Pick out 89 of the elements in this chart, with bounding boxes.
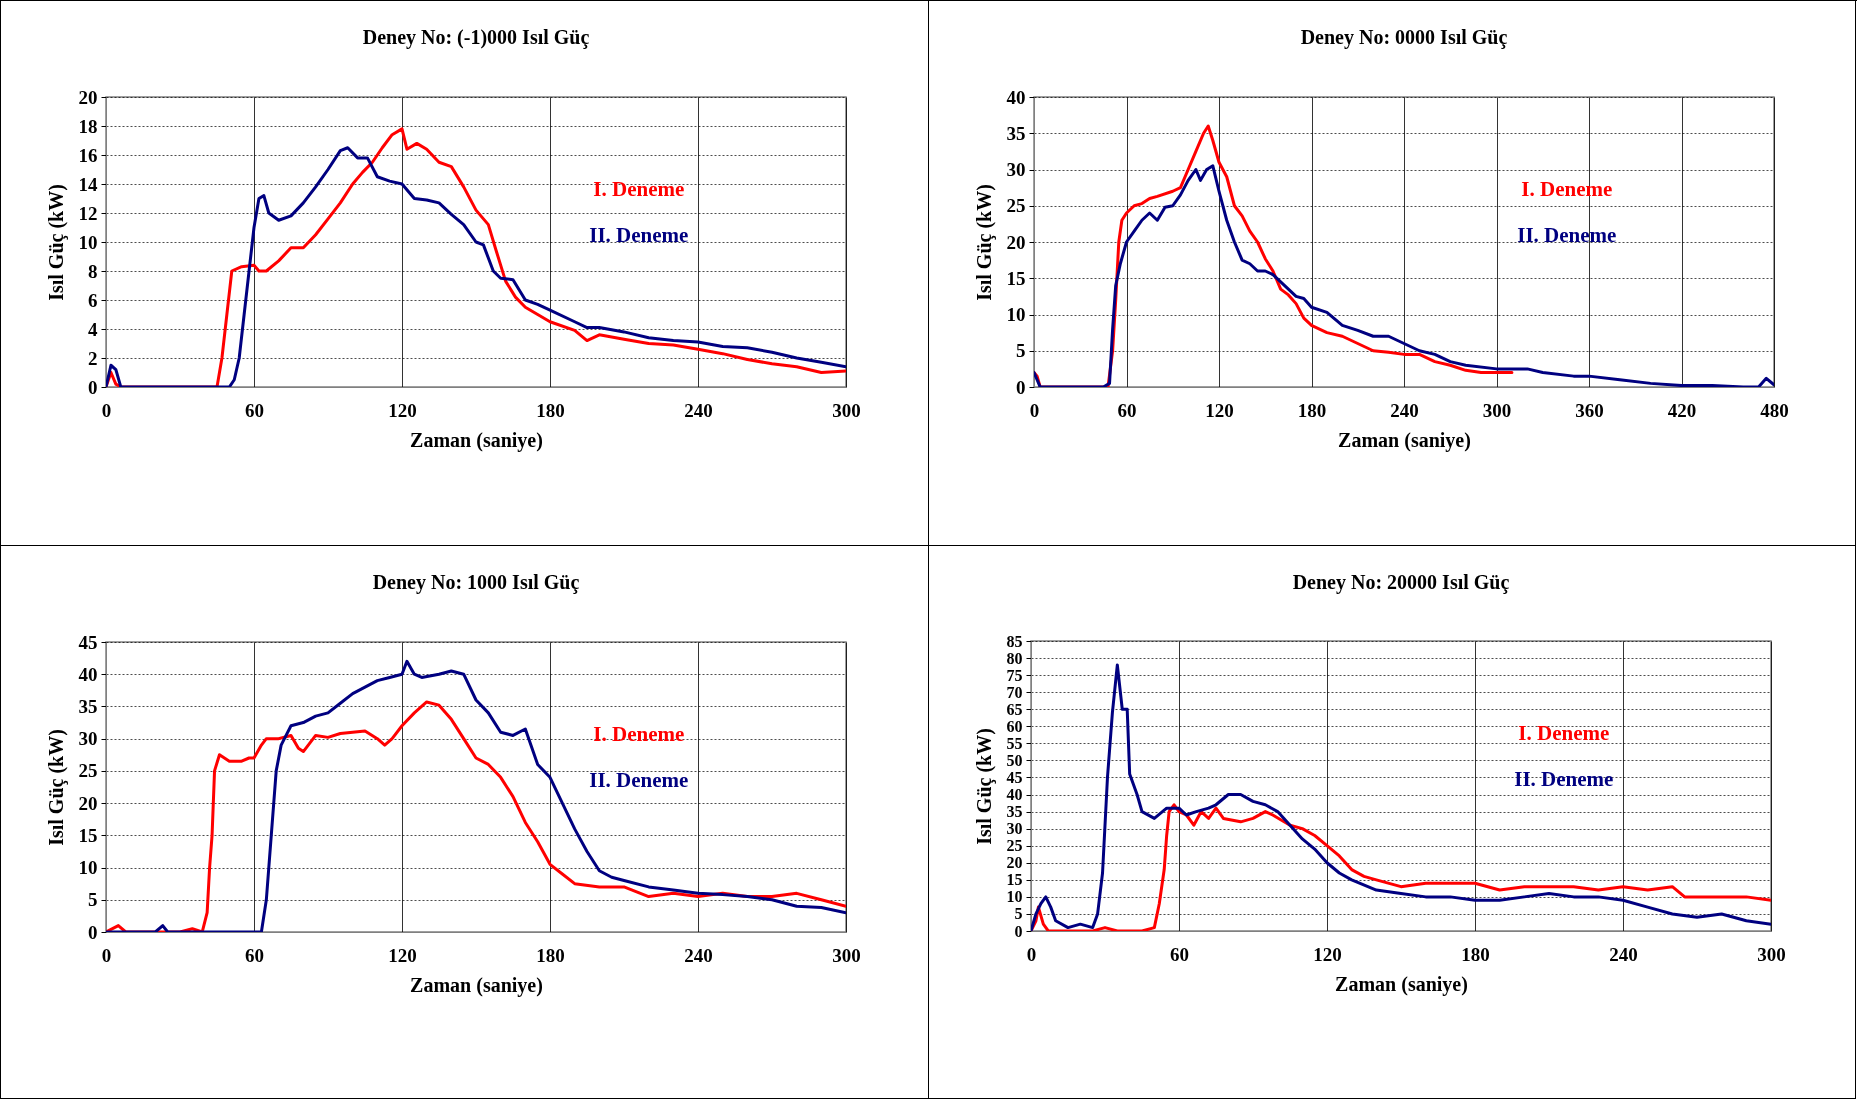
chart-title: Deney No: 1000 Isıl Güç xyxy=(372,571,580,594)
y-tick-label: 20 xyxy=(1006,854,1023,872)
x-tick-label: 60 xyxy=(1170,943,1189,965)
x-axis-title: Zaman (saniye) xyxy=(410,973,543,997)
y-tick-label: 20 xyxy=(78,86,98,108)
y-tick-label: 14 xyxy=(78,173,98,195)
text: I. Deneme xyxy=(1518,720,1610,745)
y-tick-label: 30 xyxy=(1006,159,1026,180)
text: I. Deneme xyxy=(593,721,685,746)
y-tick-label: 35 xyxy=(1006,803,1023,821)
series-label: II. Deneme xyxy=(589,768,689,793)
y-tick-label: 40 xyxy=(1006,786,1023,804)
y-tick-label: 30 xyxy=(78,728,98,750)
y-tick-label: 35 xyxy=(1006,122,1026,144)
y-tick-label: 4 xyxy=(88,318,98,340)
y-tick-label: 75 xyxy=(1006,666,1023,684)
y-tick-label: 55 xyxy=(1006,734,1023,752)
x-tick-label: 240 xyxy=(684,944,713,966)
chart-title: Deney No: 0000 Isıl Güç xyxy=(1300,26,1508,49)
x-tick-label: 240 xyxy=(684,399,713,421)
y-tick-label: 40 xyxy=(1006,86,1026,108)
y-tick-label: 0 xyxy=(88,921,98,943)
x-tick-label: 480 xyxy=(1760,399,1789,421)
x-tick-label: 300 xyxy=(832,944,861,966)
x-tick-label: 180 xyxy=(536,399,565,421)
y-tick-label: 30 xyxy=(1006,820,1023,838)
y-tick-label: 70 xyxy=(1006,683,1023,701)
y-tick-label: 8 xyxy=(88,260,98,282)
y-tick-label: 65 xyxy=(1006,700,1023,718)
y-tick-label: 25 xyxy=(1006,195,1026,217)
chart-title: Deney No: 20000 Isıl Güç xyxy=(1292,571,1510,594)
x-tick-label: 360 xyxy=(1575,399,1604,421)
x-axis-title: Zaman (saniye) xyxy=(410,428,543,452)
y-axis-title: Isıl Güç (kW) xyxy=(44,184,68,301)
y-tick-label: 20 xyxy=(1006,231,1026,253)
y-tick-label: 45 xyxy=(1006,768,1023,786)
y-tick-label: 10 xyxy=(78,231,98,253)
y-tick-label: 10 xyxy=(1006,304,1026,325)
y-tick-label: 20 xyxy=(78,792,98,814)
y-tick-label: 45 xyxy=(78,631,98,653)
y-tick-label: 18 xyxy=(78,115,98,137)
y-tick-label: 25 xyxy=(1006,837,1023,855)
y-tick-label: 6 xyxy=(88,289,98,311)
x-tick-label: 180 xyxy=(1461,943,1490,965)
y-tick-label: 60 xyxy=(1006,717,1023,735)
y-tick-label: 12 xyxy=(78,202,98,224)
x-tick-label: 240 xyxy=(1390,399,1419,421)
x-tick-label: 300 xyxy=(1757,943,1786,965)
y-tick-label: 15 xyxy=(78,824,98,846)
y-tick-label: 5 xyxy=(1016,340,1026,362)
x-tick-label: 300 xyxy=(832,399,861,421)
y-tick-label: 15 xyxy=(1006,267,1026,289)
x-tick-label: 120 xyxy=(1205,399,1234,421)
y-tick-label: 10 xyxy=(1006,888,1023,906)
y-tick-label: 80 xyxy=(1006,649,1023,667)
x-tick-label: 240 xyxy=(1609,943,1638,965)
x-tick-label: 300 xyxy=(1482,399,1512,421)
y-tick-label: 16 xyxy=(78,144,98,166)
x-tick-label: 120 xyxy=(388,944,417,966)
y-tick-label: 40 xyxy=(78,663,98,685)
y-tick-label: 5 xyxy=(88,889,98,911)
x-tick-label: 180 xyxy=(536,944,565,966)
x-axis-title: Zaman (saniye) xyxy=(1335,972,1468,996)
y-tick-label: 5 xyxy=(1014,905,1023,923)
y-tick-label: 25 xyxy=(78,760,98,782)
text: I. Deneme xyxy=(593,176,685,201)
x-tick-label: 60 xyxy=(245,944,264,966)
y-tick-label: 0 xyxy=(1014,922,1023,940)
y-axis-title: Isıl Güç (kW) xyxy=(44,729,68,846)
x-tick-label: 420 xyxy=(1667,399,1697,421)
y-tick-label: 10 xyxy=(78,857,98,879)
x-axis-title: Zaman (saniye) xyxy=(1338,428,1471,452)
chart-title: Deney No: (-1)000 Isıl Güç xyxy=(362,26,590,49)
x-tick-label: 120 xyxy=(388,399,417,421)
y-tick-label: 50 xyxy=(1006,751,1023,769)
x-tick-label: 120 xyxy=(1313,943,1342,965)
y-tick-label: 0 xyxy=(1016,376,1026,398)
y-tick-label: 0 xyxy=(88,376,98,398)
x-tick-label: 60 xyxy=(245,399,264,421)
y-axis-title: Isıl Güç (kW) xyxy=(972,728,996,845)
text: II. Deneme xyxy=(1514,767,1614,792)
y-tick-label: 85 xyxy=(1006,632,1023,650)
x-tick-label: 60 xyxy=(1117,399,1137,421)
y-tick-label: 15 xyxy=(1006,871,1023,889)
y-tick-label: 2 xyxy=(88,347,98,369)
y-axis-title: Isıl Güç (kW) xyxy=(972,184,996,301)
text: II. Deneme xyxy=(589,223,689,248)
y-tick-label: 35 xyxy=(78,695,98,717)
x-tick-label: 180 xyxy=(1297,399,1327,421)
